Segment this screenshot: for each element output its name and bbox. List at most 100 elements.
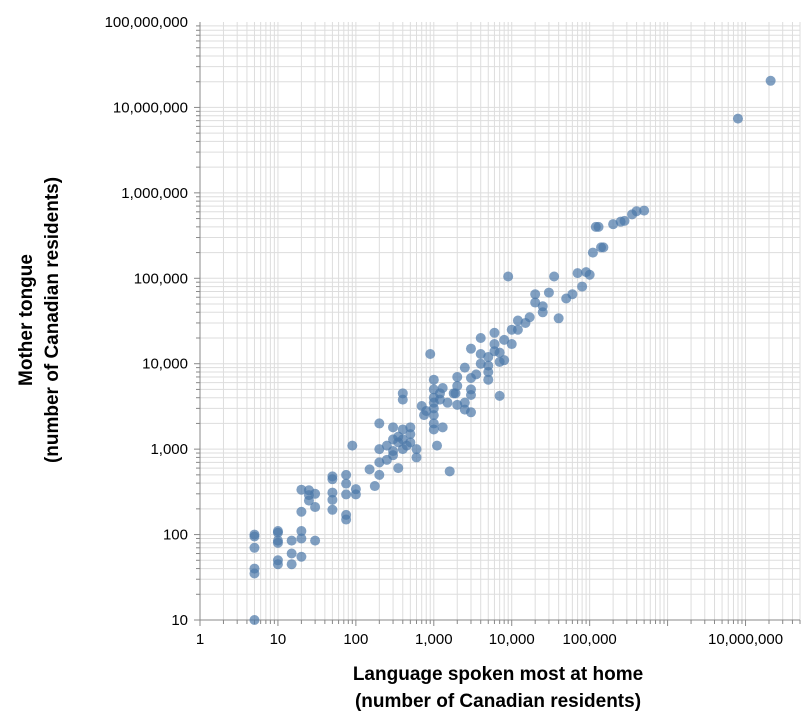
- data-point: [310, 488, 321, 499]
- data-point: [249, 563, 260, 574]
- data-point: [475, 332, 486, 343]
- data-point: [437, 382, 448, 393]
- data-point: [341, 478, 352, 489]
- y-axis-title-line-1: Mother tongue: [16, 254, 37, 386]
- data-point: [296, 526, 307, 537]
- data-point: [286, 548, 297, 559]
- data-point: [577, 281, 588, 292]
- data-point: [499, 355, 510, 366]
- grid: [199, 22, 801, 621]
- data-point: [341, 469, 352, 480]
- data-point: [494, 390, 505, 401]
- y-tick-label: 1,000,000: [121, 185, 188, 202]
- data-point: [405, 437, 416, 448]
- x-tick-label: 100,000: [563, 631, 617, 648]
- data-point: [639, 205, 650, 216]
- data-point: [374, 444, 385, 455]
- data-point: [572, 268, 583, 279]
- y-tick-label: 1,000: [150, 441, 188, 458]
- data-point: [584, 269, 595, 280]
- data-point: [442, 397, 453, 408]
- tick-labels: 1 10 100 1,000 10,000 100,000 10,000,000 10 100 1…: [105, 14, 783, 648]
- data-point: [296, 533, 307, 544]
- data-point: [475, 348, 486, 359]
- data-point: [450, 388, 461, 399]
- data-point: [432, 440, 443, 451]
- data-point: [310, 535, 321, 546]
- axes: [194, 22, 801, 626]
- data-point: [475, 358, 486, 369]
- data-point: [483, 360, 494, 371]
- data-point: [499, 334, 510, 345]
- data-point: [437, 422, 448, 433]
- data-point: [598, 242, 609, 253]
- data-point: [393, 463, 404, 474]
- data-point: [397, 424, 408, 435]
- data-point: [530, 297, 541, 308]
- x-tick-label: 1,000: [415, 631, 453, 648]
- data-point: [374, 418, 385, 429]
- data-point: [459, 397, 470, 408]
- y-tick-label: 10: [171, 612, 188, 629]
- data-point: [364, 464, 375, 475]
- data-point: [350, 484, 361, 495]
- x-tick-label: 10: [270, 631, 287, 648]
- y-tick-label: 100,000,000: [105, 14, 188, 31]
- data-point: [296, 551, 307, 562]
- x-tick-label: 10,000: [489, 631, 535, 648]
- data-point: [428, 374, 439, 385]
- data-point: [327, 494, 338, 505]
- data-point: [543, 287, 554, 298]
- y-tick-label: 100: [163, 527, 188, 544]
- data-point: [587, 247, 598, 258]
- data-point: [405, 422, 416, 433]
- data-point: [549, 271, 560, 282]
- data-point: [374, 457, 385, 468]
- data-point: [459, 362, 470, 373]
- data-point: [411, 452, 422, 463]
- data-point: [286, 559, 297, 570]
- data-points: [249, 75, 776, 625]
- data-point: [465, 384, 476, 395]
- data-point: [553, 313, 564, 324]
- data-point: [369, 481, 380, 492]
- data-point: [341, 509, 352, 520]
- data-point: [388, 446, 399, 457]
- data-point: [428, 418, 439, 429]
- data-point: [397, 394, 408, 405]
- data-point: [272, 535, 283, 546]
- data-point: [327, 471, 338, 482]
- x-tick-label: 10,000,000: [708, 631, 783, 648]
- data-point: [341, 489, 352, 500]
- data-point: [272, 526, 283, 537]
- y-tick-label: 100,000: [134, 270, 188, 287]
- data-point: [765, 75, 776, 86]
- y-tick-label: 10,000: [142, 356, 188, 373]
- data-point: [249, 615, 260, 625]
- data-point: [249, 542, 260, 553]
- data-point: [483, 374, 494, 385]
- data-point: [494, 347, 505, 358]
- data-point: [347, 440, 358, 451]
- data-point: [452, 371, 463, 382]
- data-point: [310, 502, 321, 513]
- x-axis-title-line-1: Language spoken most at home: [353, 664, 643, 685]
- data-point: [593, 221, 604, 232]
- data-point: [421, 405, 432, 416]
- data-point: [537, 301, 548, 312]
- data-point: [530, 289, 541, 300]
- data-point: [286, 535, 297, 546]
- data-point: [388, 422, 399, 433]
- data-point: [465, 407, 476, 418]
- data-point: [471, 369, 482, 380]
- data-point: [374, 469, 385, 480]
- data-point: [452, 399, 463, 410]
- data-point: [411, 444, 422, 455]
- data-point: [444, 466, 455, 477]
- data-point: [296, 484, 307, 495]
- data-point: [506, 339, 517, 350]
- data-point: [425, 348, 436, 359]
- x-axis-title-line-2: (number of Canadian residents): [355, 691, 641, 712]
- data-point: [512, 324, 523, 335]
- y-tick-label: 10,000,000: [113, 99, 188, 116]
